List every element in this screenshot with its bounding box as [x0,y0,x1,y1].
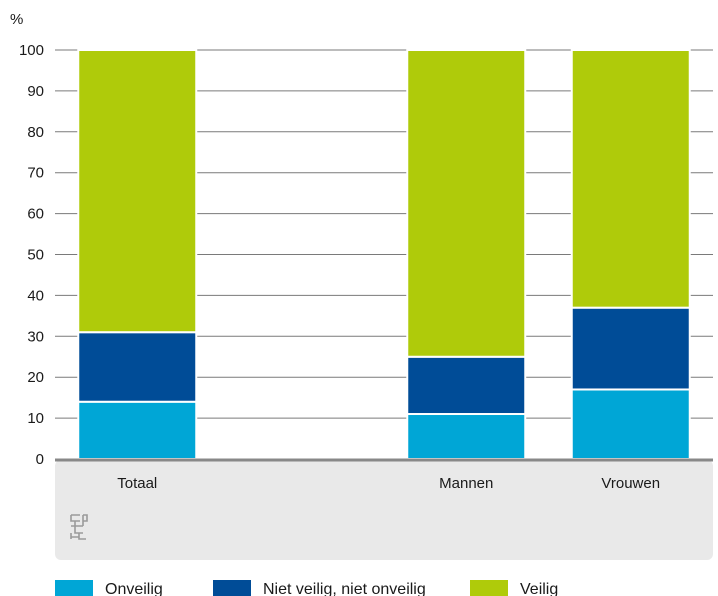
legend-swatch [470,580,508,596]
bar-segment-Totaal-0 [77,400,198,460]
y-tick-label: 60 [27,206,44,223]
legend-swatch [213,580,251,596]
bar-segment-Mannen-2 [406,49,527,358]
y-tick-label: 70 [27,165,44,182]
bar-segment-Totaal-2 [77,49,198,334]
legend-label: Niet veilig, niet onveilig [263,581,426,596]
y-tick-label: 100 [19,42,44,59]
x-category-label: Totaal [117,475,157,492]
y-tick-label: 80 [27,124,44,141]
bar-segment-Vrouwen-0 [570,388,691,460]
y-tick-label: 90 [27,83,44,100]
legend-swatch [55,580,93,596]
bar-segment-Mannen-1 [406,355,527,416]
x-axis-categories: Totaal Mannen Vrouwen [117,475,660,492]
bar-segment-Vrouwen-1 [570,306,691,391]
x-category-label: Vrouwen [601,475,660,492]
legend: Onveilig Niet veilig, niet onveilig Veilig [55,580,558,596]
y-tick-label: 40 [27,287,44,304]
cbs-logo-icon [70,514,88,540]
footer-panel [55,460,713,560]
y-tick-label: 0 [36,451,44,468]
y-tick-label: 50 [27,247,44,264]
bar-segment-Totaal-1 [77,331,198,403]
y-tick-label: 10 [27,410,44,427]
y-tick-label: 30 [27,328,44,345]
y-unit-label: % [10,11,23,28]
bar-segment-Vrouwen-2 [570,49,691,309]
x-category-label: Mannen [439,475,493,492]
legend-label: Veilig [520,581,558,596]
bar-segment-Mannen-0 [406,413,527,461]
legend-label: Onveilig [105,581,163,596]
bars [77,49,691,461]
y-axis-ticks: 0 10 20 30 40 50 60 70 80 90 100 [19,42,44,468]
y-tick-label: 20 [27,369,44,386]
